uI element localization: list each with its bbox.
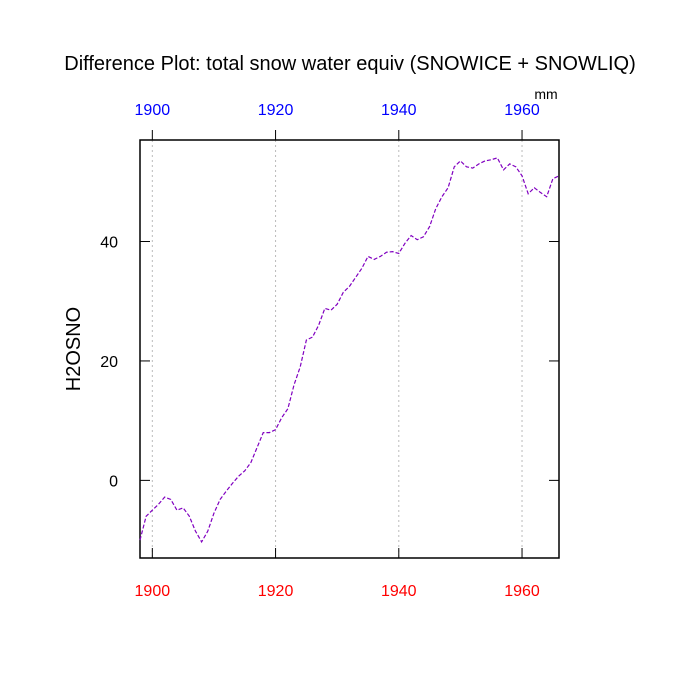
- x-tick-label: 1920: [258, 583, 294, 600]
- x-top-tick-label: 1960: [504, 102, 540, 119]
- y-tick-label: 20: [100, 354, 118, 371]
- plot-frame: [139, 139, 560, 559]
- x-tick-label: 1900: [135, 583, 171, 600]
- y-axis-label: H2OSNO: [63, 307, 85, 391]
- chart-title: Difference Plot: total snow water equiv …: [64, 53, 635, 75]
- x-top-tick-label: 1940: [381, 102, 417, 119]
- x-top-tick-label: 1920: [258, 102, 294, 119]
- x-tick-label: 1940: [381, 583, 417, 600]
- y-tick-label: 40: [100, 235, 118, 252]
- units-label: mm: [534, 86, 557, 102]
- y-tick-label: 0: [109, 473, 118, 490]
- data-line: [139, 157, 560, 544]
- x-tick-label: 1960: [504, 583, 540, 600]
- x-top-tick-label: 1900: [135, 102, 171, 119]
